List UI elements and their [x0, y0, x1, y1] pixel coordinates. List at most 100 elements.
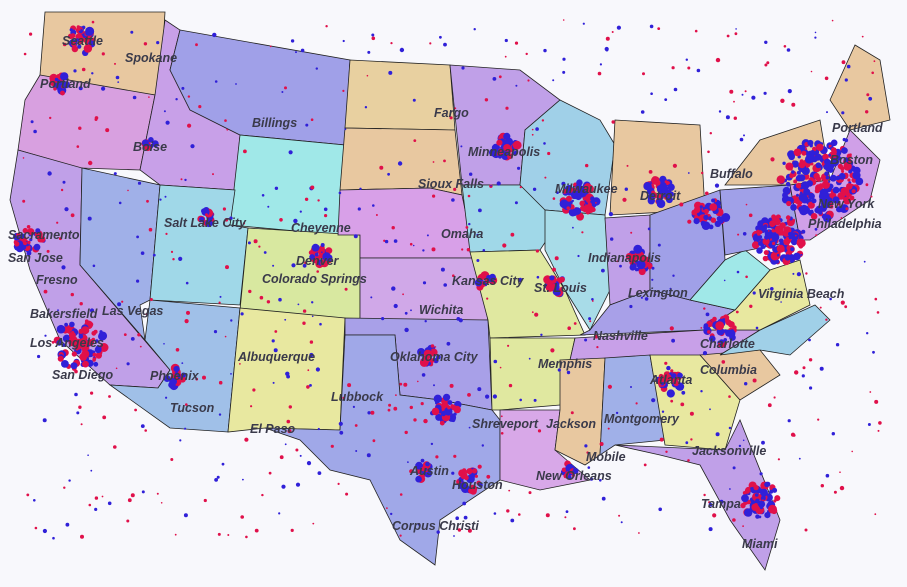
- dot: [861, 35, 864, 38]
- dot: [370, 296, 373, 299]
- dot: [733, 116, 737, 120]
- dot: [254, 528, 259, 533]
- dot: [547, 151, 551, 156]
- dot: [658, 198, 661, 201]
- dot: [88, 160, 93, 166]
- dot: [429, 42, 432, 45]
- dot: [608, 212, 614, 217]
- dot: [703, 307, 706, 310]
- dot: [792, 272, 795, 275]
- dot: [762, 237, 770, 246]
- dot: [877, 429, 880, 432]
- dot: [316, 270, 320, 273]
- dot: [760, 495, 766, 501]
- dot: [566, 370, 571, 375]
- dot: [387, 172, 390, 176]
- dot: [248, 289, 252, 294]
- dot: [753, 484, 759, 491]
- dot: [293, 218, 298, 224]
- dot: [468, 426, 471, 429]
- dot: [874, 399, 879, 404]
- dot: [586, 451, 589, 454]
- city-labels: Seattle Spokane Portland Boise Billings …: [8, 34, 883, 551]
- dot: [601, 496, 606, 501]
- dot: [391, 286, 396, 291]
- dot: [493, 359, 498, 364]
- dot: [643, 463, 647, 467]
- dot: [170, 458, 174, 461]
- dot: [421, 355, 430, 364]
- dot: [791, 170, 795, 174]
- dot: [681, 390, 686, 395]
- dot: [76, 145, 80, 148]
- dot: [291, 263, 296, 268]
- dot: [279, 455, 284, 460]
- dot: [399, 534, 402, 537]
- dot: [404, 430, 408, 435]
- dot: [288, 150, 293, 155]
- city-label: Philadelphia: [808, 217, 882, 231]
- dot: [725, 115, 730, 120]
- dot: [245, 535, 248, 539]
- dot: [780, 301, 782, 303]
- dot: [732, 466, 736, 470]
- dot: [499, 366, 502, 369]
- dot: [528, 491, 532, 495]
- city-label: St. Louis: [534, 281, 587, 295]
- dot: [744, 508, 753, 517]
- dot: [412, 98, 416, 102]
- dot: [239, 363, 241, 365]
- city-label: Montgomery: [604, 412, 680, 426]
- dot: [22, 199, 26, 203]
- dot: [757, 500, 766, 508]
- dot: [802, 366, 806, 370]
- dot: [657, 376, 665, 384]
- dot: [843, 157, 849, 163]
- dot: [751, 241, 760, 249]
- dot: [140, 251, 145, 255]
- dot: [152, 253, 156, 257]
- dot: [395, 394, 397, 396]
- dot: [242, 222, 246, 225]
- dot: [452, 274, 455, 278]
- dot: [774, 495, 781, 502]
- dot: [667, 371, 670, 374]
- dot: [352, 405, 355, 408]
- dot: [105, 128, 110, 133]
- dot: [841, 111, 845, 115]
- city-label: Charlotte: [700, 337, 755, 351]
- dot: [219, 295, 222, 298]
- dot: [107, 501, 112, 506]
- dot: [794, 234, 797, 237]
- dot: [163, 375, 171, 382]
- dot: [137, 333, 141, 337]
- dot: [202, 375, 206, 380]
- dot: [309, 352, 314, 358]
- dot: [853, 174, 858, 179]
- dot: [849, 153, 852, 156]
- dot: [306, 461, 312, 466]
- city-label: New York: [818, 197, 875, 211]
- dot: [77, 36, 84, 44]
- dot: [798, 161, 806, 169]
- dot: [781, 248, 785, 252]
- dot: [95, 345, 102, 351]
- dot: [272, 381, 275, 384]
- dot: [840, 217, 843, 219]
- dot: [295, 51, 297, 54]
- dot: [863, 260, 866, 263]
- dot: [407, 461, 409, 463]
- dot: [226, 128, 229, 131]
- dot: [156, 492, 159, 495]
- dot: [508, 383, 513, 388]
- dot: [47, 171, 52, 176]
- dot: [101, 495, 104, 498]
- dot: [57, 309, 59, 312]
- dot: [486, 274, 492, 281]
- dot: [304, 197, 309, 201]
- dot: [607, 384, 613, 389]
- dot: [762, 245, 766, 249]
- dot: [544, 176, 547, 179]
- city-label: Shreveport: [472, 417, 539, 431]
